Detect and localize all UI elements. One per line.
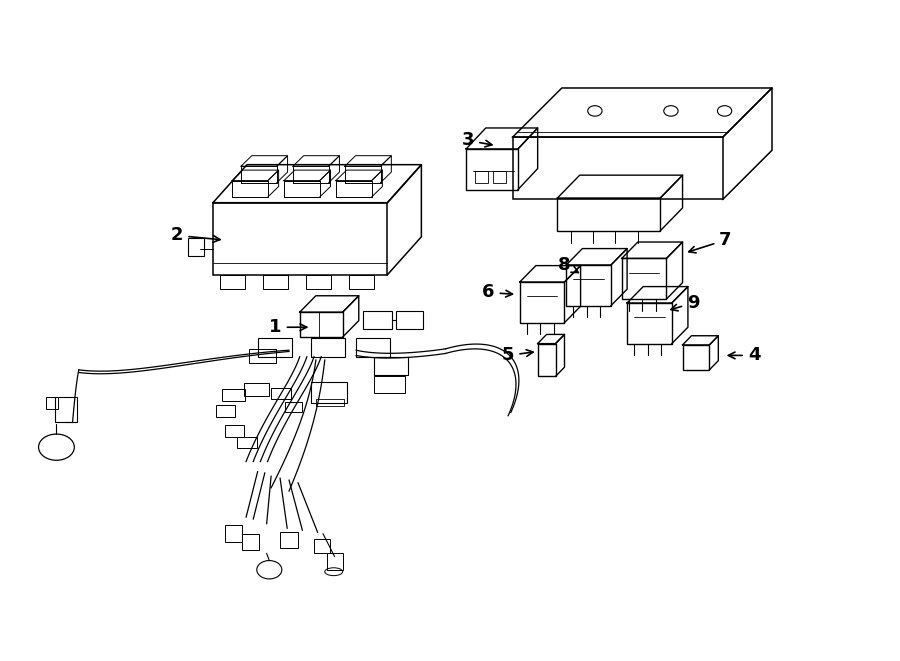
Bar xyxy=(557,198,661,231)
Bar xyxy=(263,275,288,290)
Bar xyxy=(257,338,292,357)
Bar xyxy=(225,425,244,437)
Bar xyxy=(220,275,245,290)
Bar xyxy=(248,349,275,364)
Bar xyxy=(213,203,387,275)
Text: 3: 3 xyxy=(462,132,492,149)
Bar xyxy=(356,338,390,357)
Text: 7: 7 xyxy=(688,231,732,253)
Bar xyxy=(216,405,235,417)
Bar xyxy=(311,338,346,357)
Bar xyxy=(316,399,345,406)
Bar xyxy=(280,532,298,548)
Bar xyxy=(622,258,667,299)
Bar xyxy=(306,275,331,290)
Bar xyxy=(364,311,392,329)
Bar xyxy=(374,375,405,393)
Bar xyxy=(349,275,374,290)
Bar xyxy=(493,171,507,183)
Bar xyxy=(396,311,423,329)
Bar xyxy=(314,539,330,553)
Text: 2: 2 xyxy=(171,227,220,245)
Bar xyxy=(682,345,709,369)
Bar xyxy=(566,265,611,305)
Bar xyxy=(242,534,258,550)
Bar xyxy=(225,525,242,541)
Bar xyxy=(300,312,343,337)
Bar xyxy=(466,149,518,190)
Text: 6: 6 xyxy=(482,284,512,301)
Bar xyxy=(55,397,77,422)
Bar xyxy=(513,137,723,200)
Bar xyxy=(475,171,489,183)
Text: 4: 4 xyxy=(728,346,760,364)
Bar xyxy=(244,383,269,396)
Bar xyxy=(284,402,302,412)
Bar xyxy=(327,553,343,570)
Bar xyxy=(237,437,256,448)
Text: 1: 1 xyxy=(269,318,307,336)
Text: 5: 5 xyxy=(502,346,533,364)
Bar xyxy=(222,389,245,401)
Bar xyxy=(537,344,555,376)
Text: 8: 8 xyxy=(558,256,579,274)
Bar xyxy=(311,381,347,403)
Bar xyxy=(46,397,58,409)
Bar xyxy=(627,303,671,344)
Bar xyxy=(271,387,291,399)
Bar xyxy=(520,282,564,323)
Text: 9: 9 xyxy=(670,294,699,312)
Bar xyxy=(188,238,204,256)
Bar xyxy=(374,357,408,375)
